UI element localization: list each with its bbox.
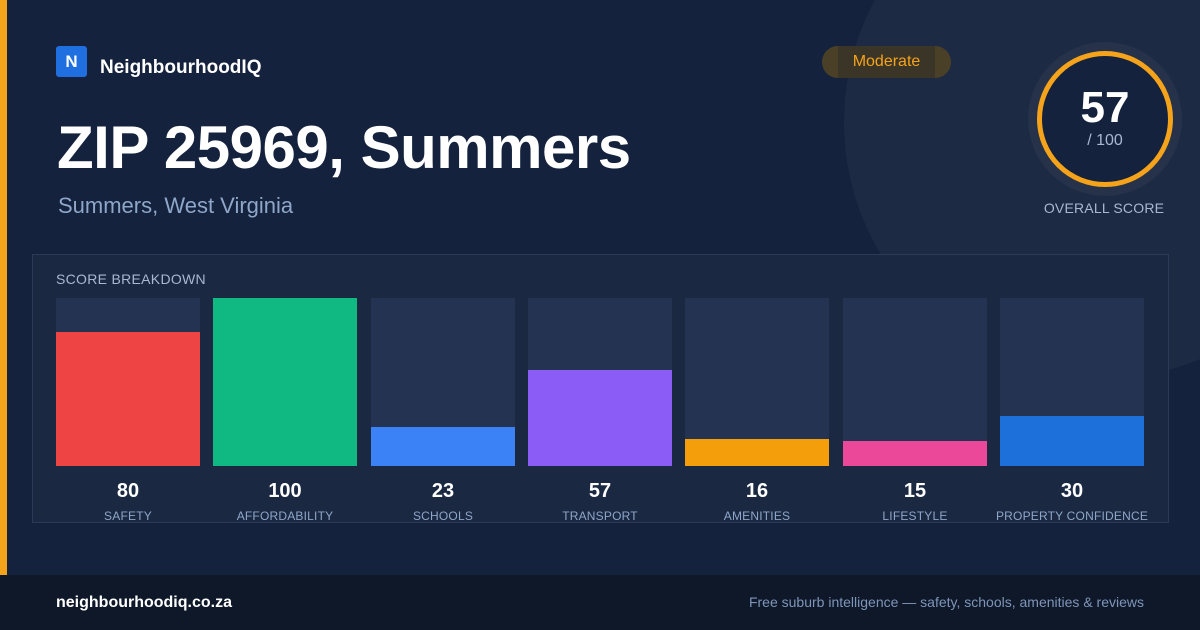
overall-score-value: 57	[1080, 83, 1130, 132]
accent-bar	[0, 0, 7, 575]
bar-label: AFFORDABILITY	[236, 509, 334, 523]
bar-label: LIFESTYLE	[882, 509, 948, 523]
score-bars: 80 SAFETY 100 AFFORDABILITY 23 SCHOOLS 5…	[56, 298, 1148, 528]
overall-score-ring	[1037, 51, 1173, 187]
bar-label: AMENITIES	[723, 509, 791, 523]
bar-fill	[1000, 416, 1144, 466]
page-title: ZIP 25969, Summers	[57, 114, 631, 181]
bar-fill	[843, 441, 987, 466]
bar-value: 16	[745, 480, 769, 502]
score-breakdown-title: SCORE BREAKDOWN	[56, 271, 206, 287]
bar-label: SAFETY	[104, 509, 152, 523]
brand-name: NeighbourhoodIQ	[100, 56, 262, 78]
bar-fill	[528, 370, 672, 466]
bar-value: 100	[268, 480, 302, 502]
bar-track	[685, 298, 829, 466]
bar-label: SCHOOLS	[412, 509, 474, 523]
bar-track	[213, 298, 357, 466]
overall-score-caption: OVERALL SCORE	[1043, 200, 1165, 216]
bar-value: 15	[903, 480, 927, 502]
footer	[0, 575, 1200, 630]
bar-value: 80	[116, 480, 140, 502]
footer-tagline: Free suburb intelligence — safety, schoo…	[748, 594, 1144, 610]
brand-logo-icon: N	[56, 46, 87, 77]
bar-track	[371, 298, 515, 466]
bar-value: 23	[431, 480, 455, 502]
bar-fill	[56, 332, 200, 466]
rating-badge-label: Moderate	[852, 53, 921, 70]
bar-value: 30	[1060, 480, 1084, 502]
bar-fill	[685, 439, 829, 466]
bar-fill	[371, 427, 515, 466]
brand: N NeighbourhoodIQ	[56, 46, 262, 78]
bar-track	[56, 298, 200, 466]
bar-label: TRANSPORT	[562, 509, 638, 523]
rating-badge: Moderate	[822, 46, 951, 78]
bar-fill	[213, 298, 357, 466]
footer-site-link[interactable]: neighbourhoodiq.co.za	[56, 594, 232, 611]
bar-track	[843, 298, 987, 466]
page-subtitle: Summers, West Virginia	[58, 193, 294, 218]
bar-value: 57	[588, 480, 612, 502]
bar-track	[528, 298, 672, 466]
bar-label: PROPERTY CONFIDENCE	[995, 509, 1149, 523]
bar-track	[1000, 298, 1144, 466]
overall-score-max: / 100	[1087, 132, 1123, 149]
